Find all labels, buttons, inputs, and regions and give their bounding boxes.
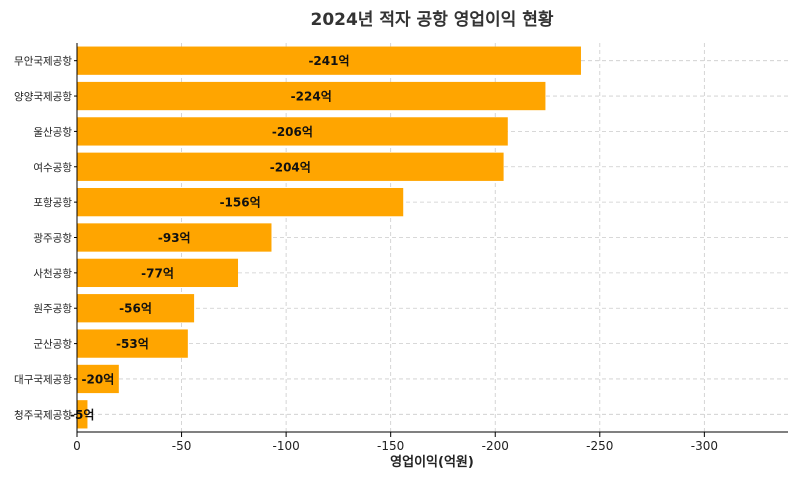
bar-value-label: -156억 <box>220 196 261 210</box>
bar-value-label: -53억 <box>116 337 149 351</box>
bar-value-label: -20억 <box>82 372 115 386</box>
x-tick-label: -150 <box>377 439 404 453</box>
y-tick-label: 대구국제공항 <box>14 374 72 386</box>
x-tick-label: -200 <box>482 439 509 453</box>
bar <box>77 364 119 394</box>
bar-value-label: -224억 <box>291 90 332 104</box>
bar <box>77 223 272 252</box>
axes: 0 -50 -100 -150 -200 -250 -300 청주국제공항 대구국제공항 군산공항… <box>14 43 788 453</box>
bar <box>77 258 239 288</box>
y-tick-label: 포항공항 <box>33 197 72 209</box>
chart-title: 2024년 적자 공항 영업이익 현황 <box>310 9 553 30</box>
value-labels: -5억 -20억 -53억 -56억 -77억 -93억 -156억 -204억 -206억 -2… <box>70 54 349 422</box>
bar <box>77 400 88 429</box>
bar <box>77 329 188 358</box>
y-tick-label: 울산공항 <box>33 126 72 138</box>
y-tick-label: 청주국제공항 <box>14 409 72 421</box>
bar-value-label: -93억 <box>158 231 191 245</box>
bar <box>77 294 195 323</box>
bar-value-label: -56억 <box>119 302 152 316</box>
x-axis-title: 영업이익(억원) <box>390 454 474 470</box>
bar <box>77 81 546 111</box>
bar-value-label: -204억 <box>270 160 311 174</box>
bar-value-label: -5억 <box>70 408 94 422</box>
y-tick-label: 사천공항 <box>33 268 72 280</box>
bar-value-label: -241억 <box>308 54 349 68</box>
y-tick-label: 양양국제공항 <box>14 91 72 103</box>
x-tick-label: -300 <box>691 439 718 453</box>
bars <box>77 46 581 429</box>
y-tick-label: 군산공항 <box>33 339 72 351</box>
x-tick-label: 0 <box>73 439 81 453</box>
y-tick-label: 원주공항 <box>33 303 72 315</box>
bar <box>77 152 504 181</box>
x-tick-label: -50 <box>172 439 192 453</box>
bar-value-label: -206억 <box>272 125 313 139</box>
y-tick-label: 여수공항 <box>33 162 72 174</box>
bar <box>77 187 404 217</box>
bar <box>77 117 508 146</box>
x-tick-label: -100 <box>273 439 300 453</box>
x-tick-label: -250 <box>586 439 613 453</box>
bar <box>77 46 581 75</box>
y-tick-label: 광주공항 <box>33 233 72 245</box>
bar-value-label: -77억 <box>141 266 174 280</box>
y-tick-label: 무안국제공항 <box>14 56 72 68</box>
